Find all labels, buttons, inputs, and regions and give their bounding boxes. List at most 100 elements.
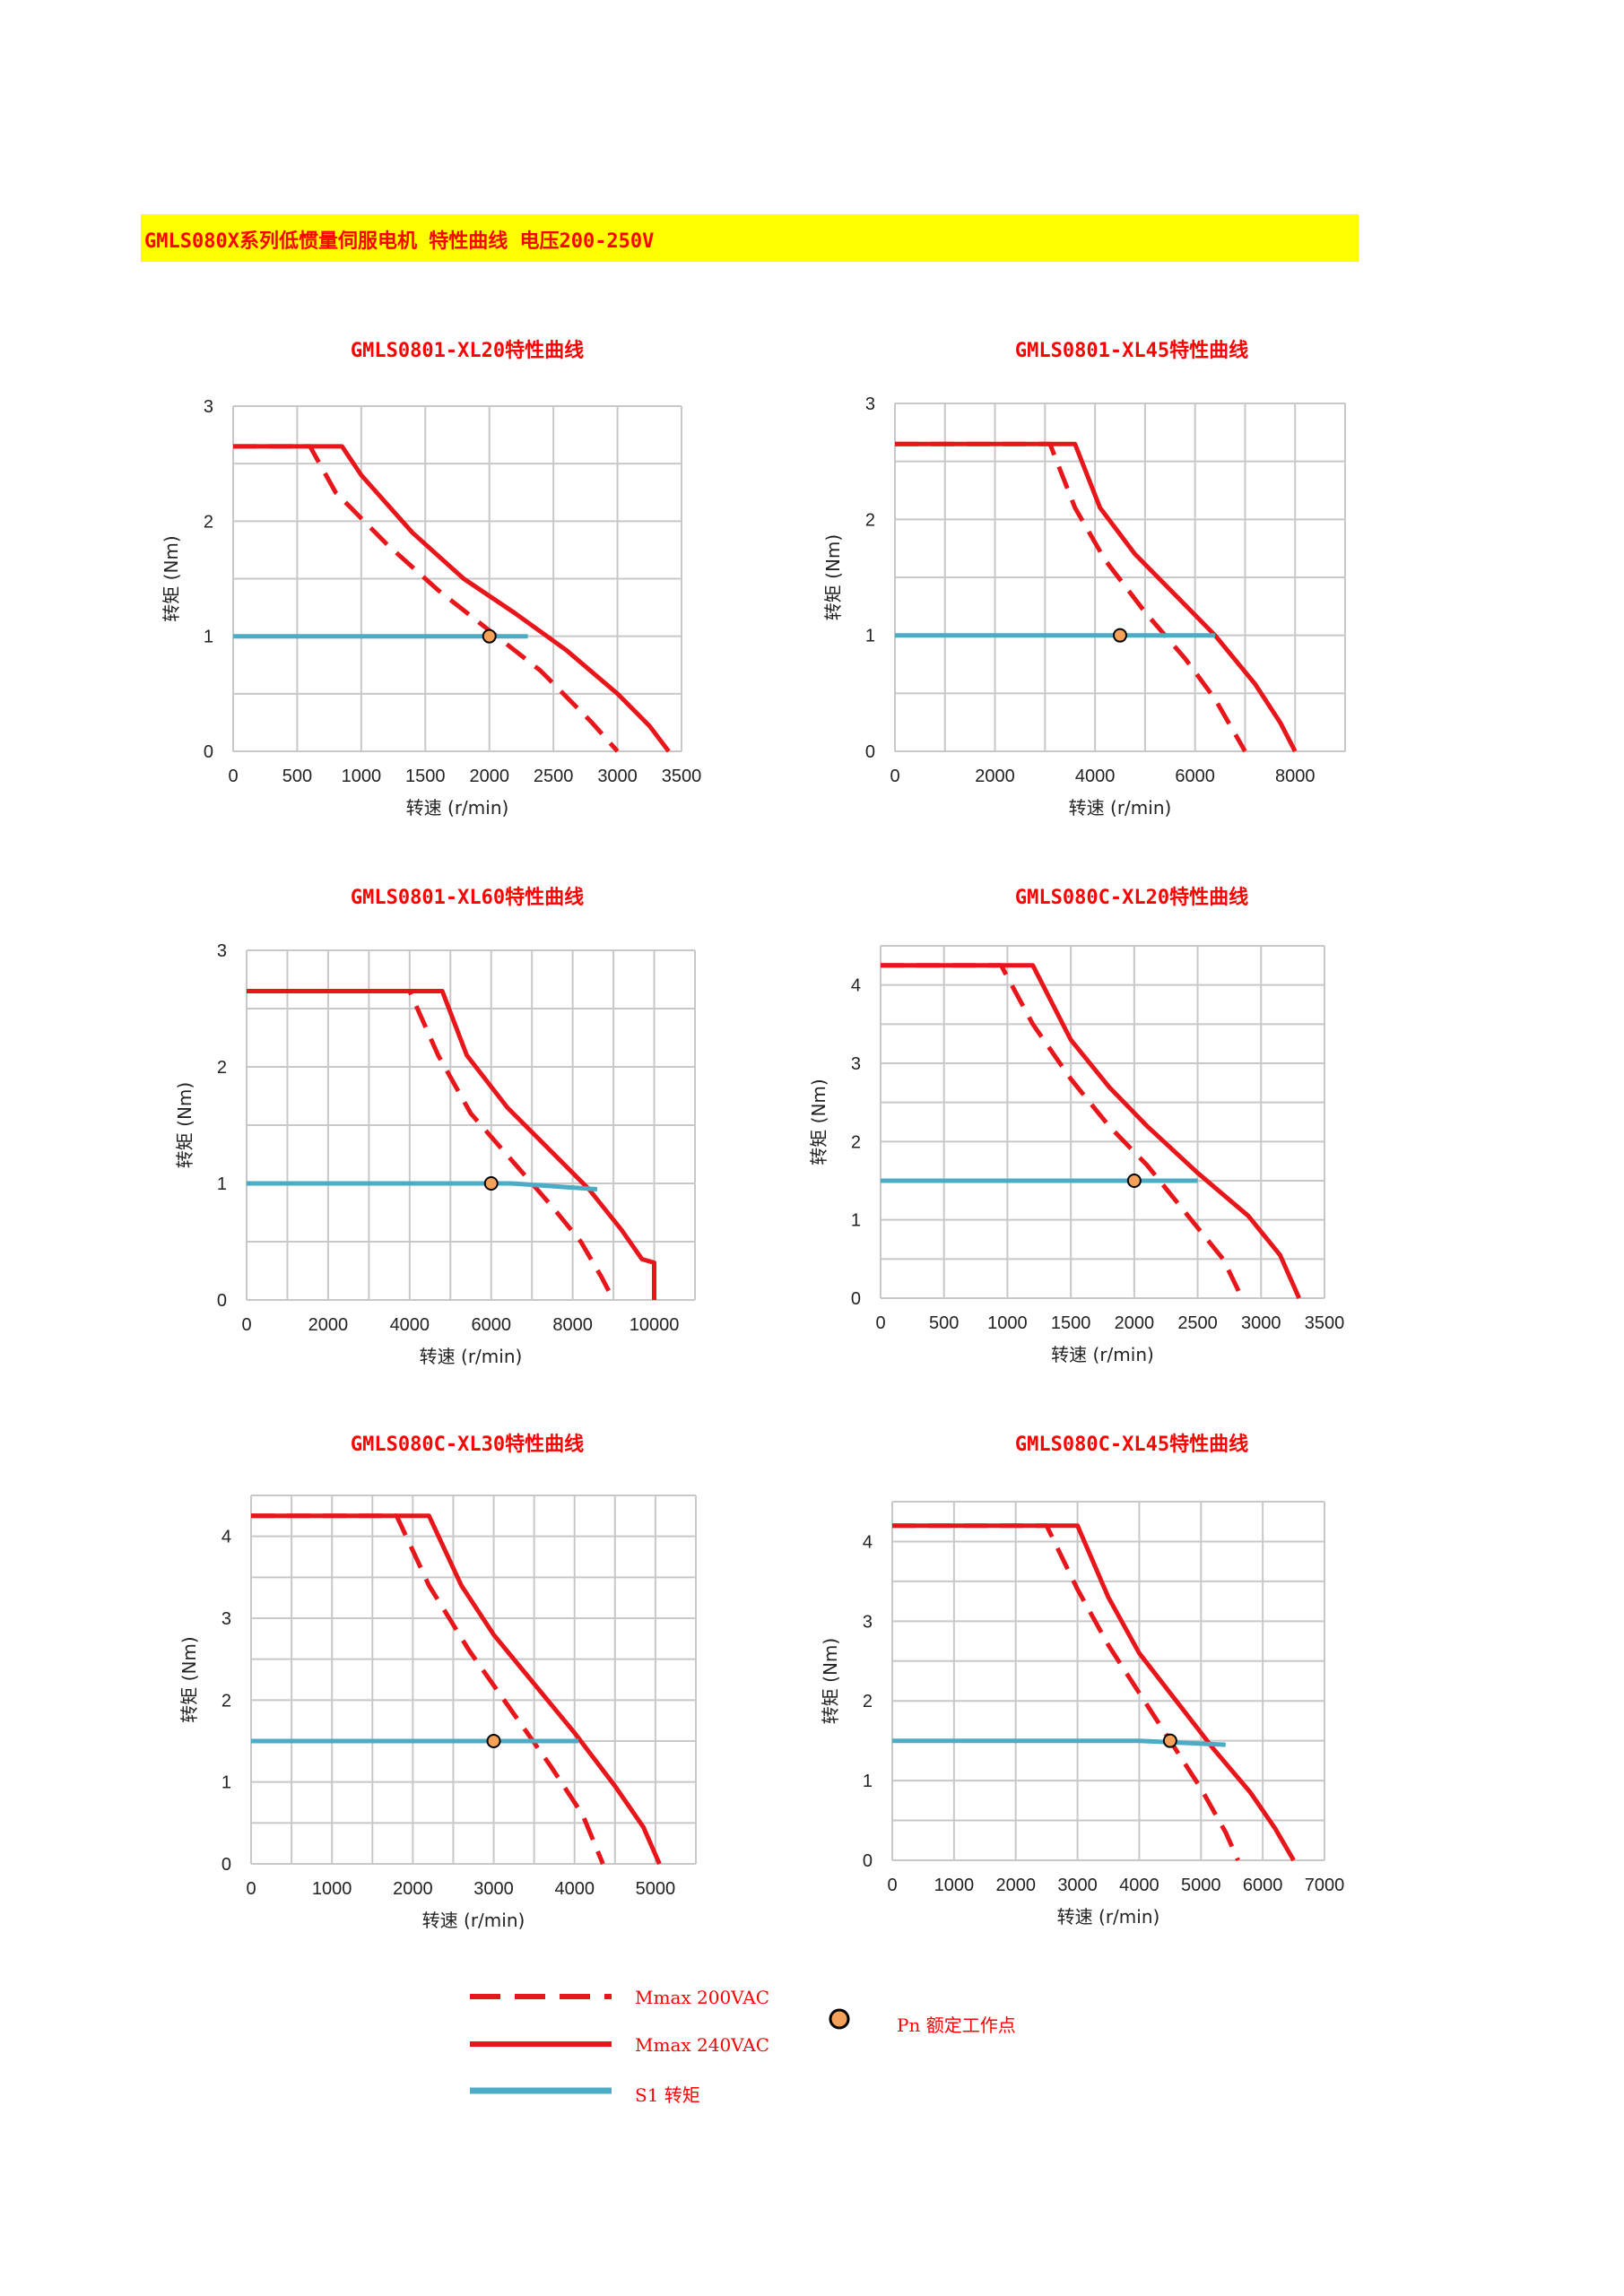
series-s1-torque <box>247 1181 598 1191</box>
x-tick-label: 3000 <box>597 767 638 786</box>
y-tick-label: 3 <box>863 1612 873 1632</box>
y-tick-label: 1 <box>204 628 213 647</box>
chart-title: GMLS080C-XL20特性曲线 <box>1015 886 1248 909</box>
series-mmax-200vac <box>892 1523 1240 1862</box>
legend-swatch-mmax240 <box>470 2041 612 2047</box>
legend-label-pn: Pn 额定工作点 <box>897 2014 1016 2036</box>
series-mmax-240vac <box>233 444 671 753</box>
x-tick-label: 2500 <box>1177 1313 1218 1333</box>
series-mmax-200vac <box>881 963 1245 1300</box>
y-tick-label: 0 <box>863 1851 873 1871</box>
y-axis-label: 转矩 (Nm) <box>808 1079 829 1165</box>
x-tick-label: 4000 <box>390 1315 430 1335</box>
x-tick-label: 0 <box>887 1876 897 1895</box>
x-tick-label: 7000 <box>1305 1876 1345 1895</box>
y-tick-label: 0 <box>204 742 213 762</box>
x-tick-label: 3000 <box>1241 1313 1281 1333</box>
chart-2: GMLS0801-XL45特性曲线 0 2000 4000 6000 8000 0 1 2 3 转速… <box>822 339 1346 819</box>
series-mmax-200vac <box>895 441 1247 753</box>
y-tick-label: 2 <box>865 510 875 530</box>
page-title: GMLS080X系列低惯量伺服电机 特性曲线 电压200-250V <box>144 230 655 253</box>
y-tick-label: 0 <box>851 1289 861 1309</box>
series-mmax-200vac <box>251 1513 605 1865</box>
x-tick-label: 2000 <box>308 1315 349 1335</box>
x-tick-label: 10000 <box>630 1315 680 1335</box>
x-tick-label: 2000 <box>393 1879 433 1899</box>
rated-point-marker <box>1162 1733 1177 1748</box>
chart-title: GMLS080C-XL45特性曲线 <box>1015 1433 1248 1456</box>
y-axis-label: 转矩 (Nm) <box>174 1082 195 1168</box>
x-tick-label: 2500 <box>534 767 574 786</box>
y-tick-label: 4 <box>863 1532 873 1552</box>
y-tick-label: 1 <box>851 1211 861 1231</box>
y-tick-label: 3 <box>221 1609 231 1629</box>
x-tick-label: 2000 <box>1115 1313 1155 1333</box>
x-tick-label: 2000 <box>469 767 509 786</box>
y-tick-label: 1 <box>221 1773 231 1793</box>
x-tick-label: 4000 <box>1119 1876 1159 1895</box>
x-tick-label: 6000 <box>1175 767 1215 786</box>
x-tick-label: 0 <box>246 1879 256 1899</box>
y-tick-label: 3 <box>865 394 875 414</box>
y-tick-label: 4 <box>851 976 861 996</box>
x-tick-label: 0 <box>875 1313 885 1333</box>
legend-label-s1: S1 转矩 <box>635 2084 700 2106</box>
y-tick-label: 0 <box>217 1291 227 1311</box>
y-tick-label: 4 <box>221 1528 231 1547</box>
y-tick-label: 2 <box>851 1132 861 1152</box>
y-axis-label: 转矩 (Nm) <box>178 1636 200 1722</box>
x-axis-label: 转速 (r/min) <box>1051 1344 1154 1365</box>
x-tick-label: 8000 <box>552 1315 593 1335</box>
y-tick-label: 1 <box>865 627 875 646</box>
rated-point-marker <box>483 1176 499 1191</box>
x-tick-label: 4000 <box>1075 767 1116 786</box>
series-mmax-240vac <box>251 1513 662 1866</box>
series-mmax-200vac <box>247 989 616 1302</box>
legend-swatch-mmax200 <box>470 1994 612 1999</box>
y-axis-label: 转矩 (Nm) <box>161 535 182 621</box>
y-tick-label: 0 <box>865 742 875 762</box>
y-tick-label: 1 <box>217 1174 227 1194</box>
rated-point-marker <box>1126 1174 1142 1188</box>
x-tick-label: 2000 <box>995 1876 1036 1895</box>
chart-3: GMLS0801-XL60特性曲线 0 2000 4000 6000 8000 10000 0… <box>174 886 696 1367</box>
y-tick-label: 3 <box>217 941 227 961</box>
legend-label-mmax200: Mmax 200VAC <box>635 1987 770 2008</box>
chart-title: GMLS080C-XL30特性曲线 <box>351 1433 584 1456</box>
x-tick-label: 500 <box>282 767 312 786</box>
rated-point-marker <box>482 628 497 644</box>
y-axis-label: 转矩 (Nm) <box>822 534 844 620</box>
x-tick-label: 1500 <box>1051 1313 1091 1333</box>
x-tick-label: 4000 <box>554 1879 595 1899</box>
chart-title: GMLS0801-XL20特性曲线 <box>351 339 584 362</box>
series-mmax-240vac <box>881 963 1301 1300</box>
y-tick-label: 2 <box>221 1691 231 1711</box>
y-tick-label: 1 <box>863 1772 873 1791</box>
chart-4: GMLS080C-XL20特性曲线 0 500 1000 1500 2000 2500 300… <box>808 886 1344 1365</box>
x-tick-label: 5000 <box>636 1879 676 1899</box>
x-tick-label: 3000 <box>473 1879 514 1899</box>
page-title-banner: GMLS080X系列低惯量伺服电机 特性曲线 电压200-250V <box>141 214 1359 262</box>
y-axis-label: 转矩 (Nm) <box>820 1638 841 1724</box>
rated-point-marker <box>1113 628 1127 643</box>
x-tick-label: 1000 <box>987 1313 1028 1333</box>
y-tick-label: 3 <box>204 397 213 417</box>
chart-title: GMLS0801-XL45特性曲线 <box>1015 339 1248 362</box>
chart-6: GMLS080C-XL45特性曲线 0 1000 2000 3000 4000 5000 60… <box>820 1433 1344 1928</box>
legend-swatch-pn <box>829 2008 850 2030</box>
series-s1-torque <box>892 1738 1226 1747</box>
x-tick-label: 3000 <box>1057 1876 1098 1895</box>
x-tick-label: 5000 <box>1181 1876 1221 1895</box>
x-tick-label: 1500 <box>405 767 446 786</box>
rated-point-marker <box>486 1734 501 1748</box>
y-tick-label: 2 <box>863 1692 873 1711</box>
series-mmax-240vac <box>247 989 656 1300</box>
x-axis-label: 转速 (r/min) <box>422 1910 525 1931</box>
x-tick-label: 0 <box>890 767 899 786</box>
x-tick-label: 6000 <box>1243 1876 1283 1895</box>
x-tick-label: 2000 <box>975 767 1015 786</box>
x-tick-label: 0 <box>228 767 238 786</box>
series-mmax-200vac <box>233 444 620 753</box>
x-tick-label: 8000 <box>1275 767 1316 786</box>
